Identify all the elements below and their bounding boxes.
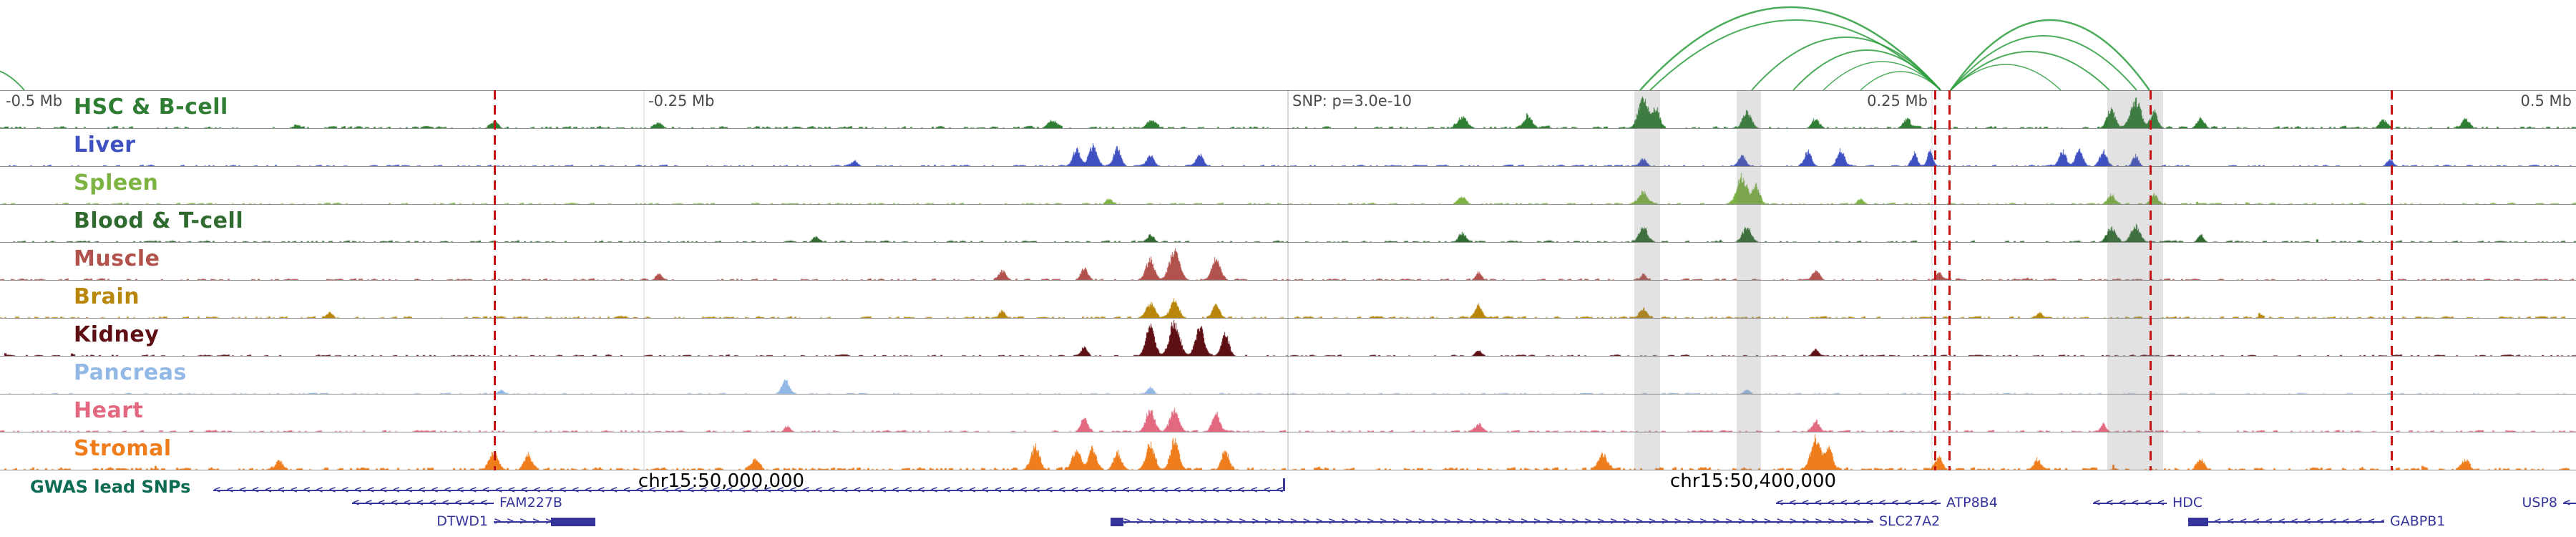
interaction-arc[interactable] bbox=[1792, 49, 1941, 91]
gene-exon-block bbox=[2188, 518, 2208, 526]
track-signal-plot bbox=[0, 319, 2576, 356]
ruler-position-label: chr15:50,400,000 bbox=[1669, 470, 1837, 492]
interaction-arc[interactable] bbox=[1950, 35, 2137, 91]
track-signal-plot bbox=[0, 129, 2576, 166]
track-row-blood-t-cell[interactable]: Blood & T-cell bbox=[0, 205, 2576, 243]
interaction-arc[interactable] bbox=[1950, 64, 2062, 91]
gene-strand-arrows: <<<<<< bbox=[2093, 498, 2167, 508]
gwas-strand-arrows: <<<<<<<<<<<<<<<<<<<<<<<<<<<<<<<<<<<<<<<<… bbox=[213, 485, 1284, 495]
gene-strand-arrows: < bbox=[2563, 498, 2576, 508]
track-row-liver[interactable]: Liver bbox=[0, 129, 2576, 167]
track-label-heart[interactable]: Heart bbox=[74, 398, 144, 423]
gwas-track-label[interactable]: GWAS lead SNPs bbox=[30, 477, 191, 497]
track-row-spleen[interactable]: Spleen bbox=[0, 167, 2576, 205]
gene-body-line bbox=[2093, 503, 2167, 504]
gene-label-slc27a2[interactable]: SLC27A2 bbox=[1879, 513, 1941, 529]
track-row-muscle[interactable]: Muscle bbox=[0, 243, 2576, 281]
track-label-stromal[interactable]: Stromal bbox=[74, 436, 172, 461]
track-row-kidney[interactable]: Kidney bbox=[0, 319, 2576, 357]
signal-tracks: HSC & B-cell Liver Spleen Blood & T-cell Mus… bbox=[0, 90, 2576, 470]
track-row-pancreas[interactable]: Pancreas bbox=[0, 357, 2576, 395]
track-label-liver[interactable]: Liver bbox=[74, 132, 136, 158]
gene-strand-arrows: >>>>>>>>>>>>>>>>>>>>>>>>>>>>>>>>>>>>>>>>… bbox=[1111, 516, 1873, 527]
track-signal-plot bbox=[0, 167, 2576, 204]
interaction-arc[interactable] bbox=[1950, 51, 2110, 91]
gene-body-line bbox=[2188, 521, 2384, 523]
track-label-brain[interactable]: Brain bbox=[74, 284, 140, 309]
gene-body-line bbox=[1111, 521, 1873, 523]
interaction-arc[interactable] bbox=[1649, 19, 1941, 91]
gwas-track-line bbox=[213, 490, 1284, 491]
lead-snp-tick[interactable] bbox=[1283, 478, 1285, 491]
track-signal-plot bbox=[0, 357, 2576, 394]
interaction-arc[interactable] bbox=[1639, 6, 1941, 91]
track-signal-plot bbox=[0, 205, 2576, 242]
track-label-muscle[interactable]: Muscle bbox=[74, 246, 160, 271]
gene-exon-block bbox=[1111, 518, 1123, 526]
track-signal-plot bbox=[0, 243, 2576, 280]
track-label-pancreas[interactable]: Pancreas bbox=[74, 360, 187, 385]
gene-body-line bbox=[352, 503, 494, 504]
interaction-arcs[interactable] bbox=[0, 0, 2576, 91]
interaction-arc[interactable] bbox=[1949, 19, 2151, 91]
track-row-hsc-b-cell[interactable]: HSC & B-cell bbox=[0, 91, 2576, 129]
gene-body-line bbox=[2563, 503, 2576, 504]
gene-exon-block bbox=[551, 518, 595, 526]
gene-label-usp8[interactable]: USP8 bbox=[2522, 495, 2557, 511]
track-signal-plot bbox=[0, 91, 2576, 128]
interaction-arc[interactable] bbox=[1823, 61, 1941, 91]
track-row-brain[interactable]: Brain bbox=[0, 281, 2576, 319]
gene-strand-arrows: >>>>>>>> bbox=[494, 516, 595, 527]
interaction-arc[interactable] bbox=[0, 69, 25, 91]
ruler-position-label: chr15:50,000,000 bbox=[638, 470, 805, 492]
coordinate-label: -0.5 Mb bbox=[6, 92, 63, 110]
coordinate-label: SNP: p=3.0e-10 bbox=[1292, 92, 1412, 110]
gene-strand-arrows: <<<<<<<<<<<<<< bbox=[1776, 498, 1941, 508]
coordinate-label: -0.25 Mb bbox=[648, 92, 715, 110]
gene-label-dtwd1[interactable]: DTWD1 bbox=[436, 513, 488, 529]
gene-label-gabpb1[interactable]: GABPB1 bbox=[2390, 513, 2446, 529]
interaction-arc[interactable] bbox=[1751, 37, 1941, 91]
gene-strand-arrows: <<<<<<<<<<<<<<<<< bbox=[2188, 516, 2384, 527]
track-signal-plot bbox=[0, 395, 2576, 432]
track-signal-plot bbox=[0, 281, 2576, 318]
track-label-blood-t-cell[interactable]: Blood & T-cell bbox=[74, 208, 244, 233]
track-row-heart[interactable]: Heart bbox=[0, 395, 2576, 432]
interaction-arc[interactable] bbox=[1860, 71, 1941, 91]
coordinate-label: 0.5 Mb bbox=[2520, 92, 2572, 110]
coordinate-label: 0.25 Mb bbox=[1867, 92, 1928, 110]
gene-label-atp8b4[interactable]: ATP8B4 bbox=[1946, 495, 1998, 511]
gene-label-hdc[interactable]: HDC bbox=[2172, 495, 2203, 511]
track-row-stromal[interactable]: Stromal bbox=[0, 432, 2576, 470]
track-label-kidney[interactable]: Kidney bbox=[74, 322, 160, 347]
track-label-spleen[interactable]: Spleen bbox=[74, 170, 159, 195]
track-label-hsc-b-cell[interactable]: HSC & B-cell bbox=[74, 95, 228, 120]
gene-strand-arrows: <<<<<<<<<<<< bbox=[352, 498, 494, 508]
gene-body-line bbox=[1776, 503, 1941, 504]
gene-body-line bbox=[494, 521, 595, 523]
track-signal-plot bbox=[0, 432, 2576, 470]
gene-label-fam227b[interactable]: FAM227B bbox=[499, 495, 562, 511]
